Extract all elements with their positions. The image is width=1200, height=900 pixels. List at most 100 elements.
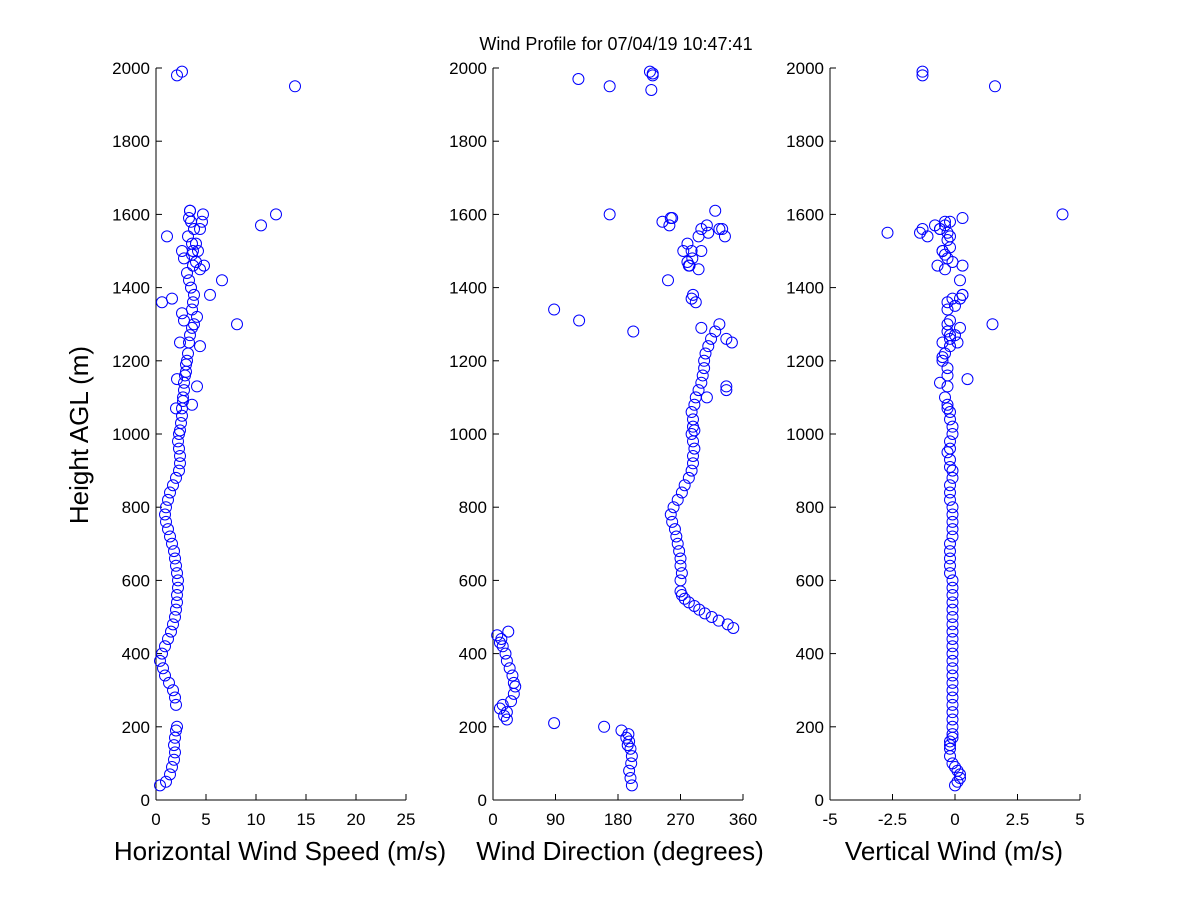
data-point: [548, 717, 561, 730]
data-point: [289, 80, 301, 93]
panel-1-ylabel: Height AGL (m): [64, 346, 94, 524]
data-point: [157, 662, 169, 675]
x-tick-label: 5: [1075, 810, 1084, 829]
data-point: [921, 230, 934, 243]
data-point: [685, 464, 698, 477]
data-point: [689, 391, 702, 404]
data-point: [668, 523, 681, 536]
y-tick-label: 2000: [786, 59, 824, 78]
data-point: [705, 611, 718, 623]
x-tick-label: 90: [546, 810, 565, 829]
data-point: [154, 654, 166, 667]
data-point: [944, 486, 956, 499]
data-point: [505, 695, 518, 708]
x-tick-label: 0: [950, 810, 959, 829]
data-point: [183, 336, 195, 349]
data-point: [491, 629, 504, 642]
data-point: [949, 779, 961, 792]
y-tick-label: 1600: [112, 205, 150, 224]
data-point: [194, 340, 206, 353]
data-point: [646, 67, 659, 80]
data-point: [190, 255, 202, 268]
data-point: [946, 428, 959, 440]
data-point: [169, 552, 181, 565]
data-point: [700, 391, 713, 404]
data-point: [194, 223, 206, 236]
data-point: [166, 292, 178, 305]
data-point: [173, 464, 185, 477]
data-point: [500, 713, 513, 726]
data-point: [174, 457, 186, 470]
y-tick-label: 800: [122, 498, 150, 517]
data-point: [176, 245, 188, 257]
data-point: [718, 230, 731, 243]
data-point: [713, 318, 726, 331]
data-point: [946, 589, 959, 602]
data-point: [625, 757, 638, 770]
data-point: [507, 676, 520, 689]
data-point: [627, 325, 640, 338]
data-point: [178, 314, 190, 327]
data-point: [946, 530, 959, 543]
y-tick-label: 600: [459, 571, 487, 590]
data-point: [645, 83, 658, 96]
data-point: [946, 647, 959, 660]
data-point: [944, 559, 956, 572]
data-point: [916, 223, 929, 236]
data-point: [946, 574, 959, 587]
data-point: [688, 424, 701, 437]
data-point: [156, 296, 168, 309]
y-tick-label: 1800: [449, 132, 487, 151]
data-point: [159, 508, 171, 521]
data-point: [188, 223, 200, 236]
data-point: [692, 230, 705, 243]
data-point: [500, 654, 513, 667]
data-point: [623, 764, 636, 777]
data-point: [603, 208, 616, 221]
y-tick-label: 0: [141, 791, 150, 810]
data-point: [685, 245, 698, 257]
data-point: [689, 296, 702, 309]
data-point: [183, 212, 195, 225]
data-point: [931, 259, 944, 272]
data-point: [682, 596, 695, 609]
data-point: [170, 603, 182, 616]
data-point: [681, 255, 694, 268]
data-point: [191, 310, 203, 323]
data-point: [204, 288, 216, 301]
data-point: [625, 750, 638, 763]
data-point: [678, 592, 691, 605]
data-point: [493, 636, 506, 649]
data-point: [500, 706, 513, 719]
data-point: [160, 515, 172, 528]
data-point: [168, 739, 180, 752]
data-point: [493, 702, 506, 715]
y-tick-label: 1400: [786, 279, 824, 298]
data-point: [170, 724, 182, 737]
data-point: [171, 567, 183, 580]
y-tick-label: 1200: [449, 352, 487, 371]
data-point: [709, 325, 722, 338]
data-point: [695, 245, 708, 257]
data-point: [695, 223, 708, 236]
data-point: [949, 761, 961, 774]
data-point: [174, 424, 186, 437]
data-point: [685, 428, 698, 440]
data-point: [946, 662, 959, 675]
y-tick-label: 400: [122, 645, 150, 664]
data-point: [159, 669, 171, 682]
data-point: [154, 779, 166, 792]
vertical-wind-panel: 0 200 400 600 800 1000 1200 1400 1600 1800 2000 -5 -…: [786, 59, 1085, 829]
data-point: [624, 742, 637, 755]
data-point: [184, 329, 196, 342]
data-point: [170, 471, 182, 484]
data-point: [198, 259, 210, 272]
data-point: [944, 435, 956, 448]
data-point: [946, 618, 959, 631]
data-point: [939, 248, 951, 261]
y-tick-label: 1000: [786, 425, 824, 444]
data-point: [705, 332, 718, 345]
data-point: [166, 537, 178, 550]
data-point: [674, 552, 687, 565]
data-point: [169, 691, 181, 704]
